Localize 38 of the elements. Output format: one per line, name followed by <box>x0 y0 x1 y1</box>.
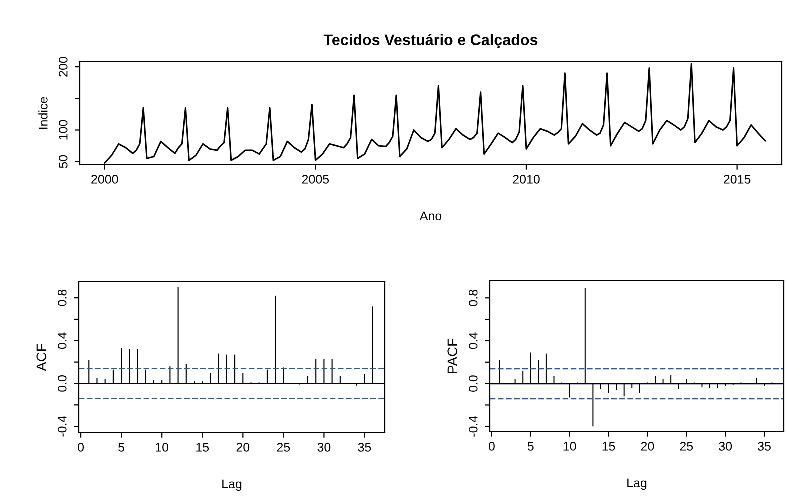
x-axis-title: Lag <box>222 480 242 492</box>
x-tick-label: 20 <box>641 442 654 451</box>
x-tick-label: 2000 <box>92 175 118 184</box>
y-axis-title: ACF <box>36 344 47 372</box>
x-tick-label: 25 <box>680 442 694 451</box>
y-axis-title: Indice <box>38 97 48 130</box>
x-axis-title: Lag <box>628 478 647 490</box>
y-tick-label: 0.0 <box>58 376 67 392</box>
y-tick-label: 0.8 <box>468 290 478 306</box>
x-tick-label: 10 <box>156 443 169 452</box>
x-tick-label: 2015 <box>724 175 751 184</box>
chart-title: Tecidos Vestuário e Calçados <box>324 34 538 49</box>
x-tick-label: 35 <box>758 442 771 451</box>
y-tick-label: 0.0 <box>468 376 478 392</box>
x-tick-label: 35 <box>358 443 372 452</box>
y-tick-label: 50 <box>58 155 68 168</box>
x-tick-label: 2010 <box>513 175 540 184</box>
y-tick-label: 0.8 <box>58 290 67 306</box>
x-tick-label: 10 <box>564 442 576 451</box>
y-tick-label: -0.4 <box>58 416 67 437</box>
x-tick-label: 2005 <box>302 175 330 184</box>
x-tick-label: 20 <box>236 443 250 452</box>
y-axis-title: PACF <box>448 339 458 374</box>
x-tick-label: 30 <box>719 442 732 451</box>
x-tick-label: 5 <box>118 443 125 452</box>
y-tick-label: 0.4 <box>468 332 478 350</box>
x-tick-label: 5 <box>528 442 534 451</box>
y-tick-label: 100 <box>58 120 68 140</box>
x-tick-label: 15 <box>602 442 616 451</box>
x-axis-title: Ano <box>420 212 442 221</box>
x-tick-label: 0 <box>488 442 495 451</box>
x-tick-label: 0 <box>78 443 84 452</box>
x-tick-label: 15 <box>196 443 210 452</box>
y-tick-label: -0.4 <box>468 416 478 437</box>
x-tick-label: 30 <box>318 443 331 452</box>
y-tick-label: 200 <box>58 57 68 77</box>
y-tick-label: 0.4 <box>58 332 67 350</box>
x-tick-label: 25 <box>277 443 290 452</box>
